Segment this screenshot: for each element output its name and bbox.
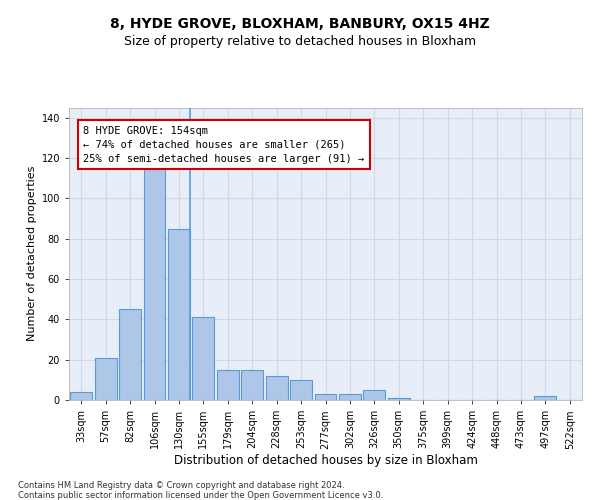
Bar	[266, 376, 287, 400]
Bar	[70, 392, 92, 400]
Bar	[388, 398, 410, 400]
Bar	[217, 370, 239, 400]
Text: Contains public sector information licensed under the Open Government Licence v3: Contains public sector information licen…	[18, 491, 383, 500]
Y-axis label: Number of detached properties: Number of detached properties	[28, 166, 37, 342]
Text: 8, HYDE GROVE, BLOXHAM, BANBURY, OX15 4HZ: 8, HYDE GROVE, BLOXHAM, BANBURY, OX15 4H…	[110, 18, 490, 32]
X-axis label: Distribution of detached houses by size in Bloxham: Distribution of detached houses by size …	[173, 454, 478, 467]
Bar	[535, 396, 556, 400]
Bar	[168, 228, 190, 400]
Bar	[290, 380, 312, 400]
Text: 8 HYDE GROVE: 154sqm
← 74% of detached houses are smaller (265)
25% of semi-deta: 8 HYDE GROVE: 154sqm ← 74% of detached h…	[83, 126, 364, 164]
Bar	[339, 394, 361, 400]
Bar	[95, 358, 116, 400]
Bar	[241, 370, 263, 400]
Bar	[193, 318, 214, 400]
Bar	[119, 309, 141, 400]
Bar	[364, 390, 385, 400]
Text: Contains HM Land Registry data © Crown copyright and database right 2024.: Contains HM Land Registry data © Crown c…	[18, 481, 344, 490]
Bar	[314, 394, 337, 400]
Bar	[143, 168, 166, 400]
Text: Size of property relative to detached houses in Bloxham: Size of property relative to detached ho…	[124, 35, 476, 48]
